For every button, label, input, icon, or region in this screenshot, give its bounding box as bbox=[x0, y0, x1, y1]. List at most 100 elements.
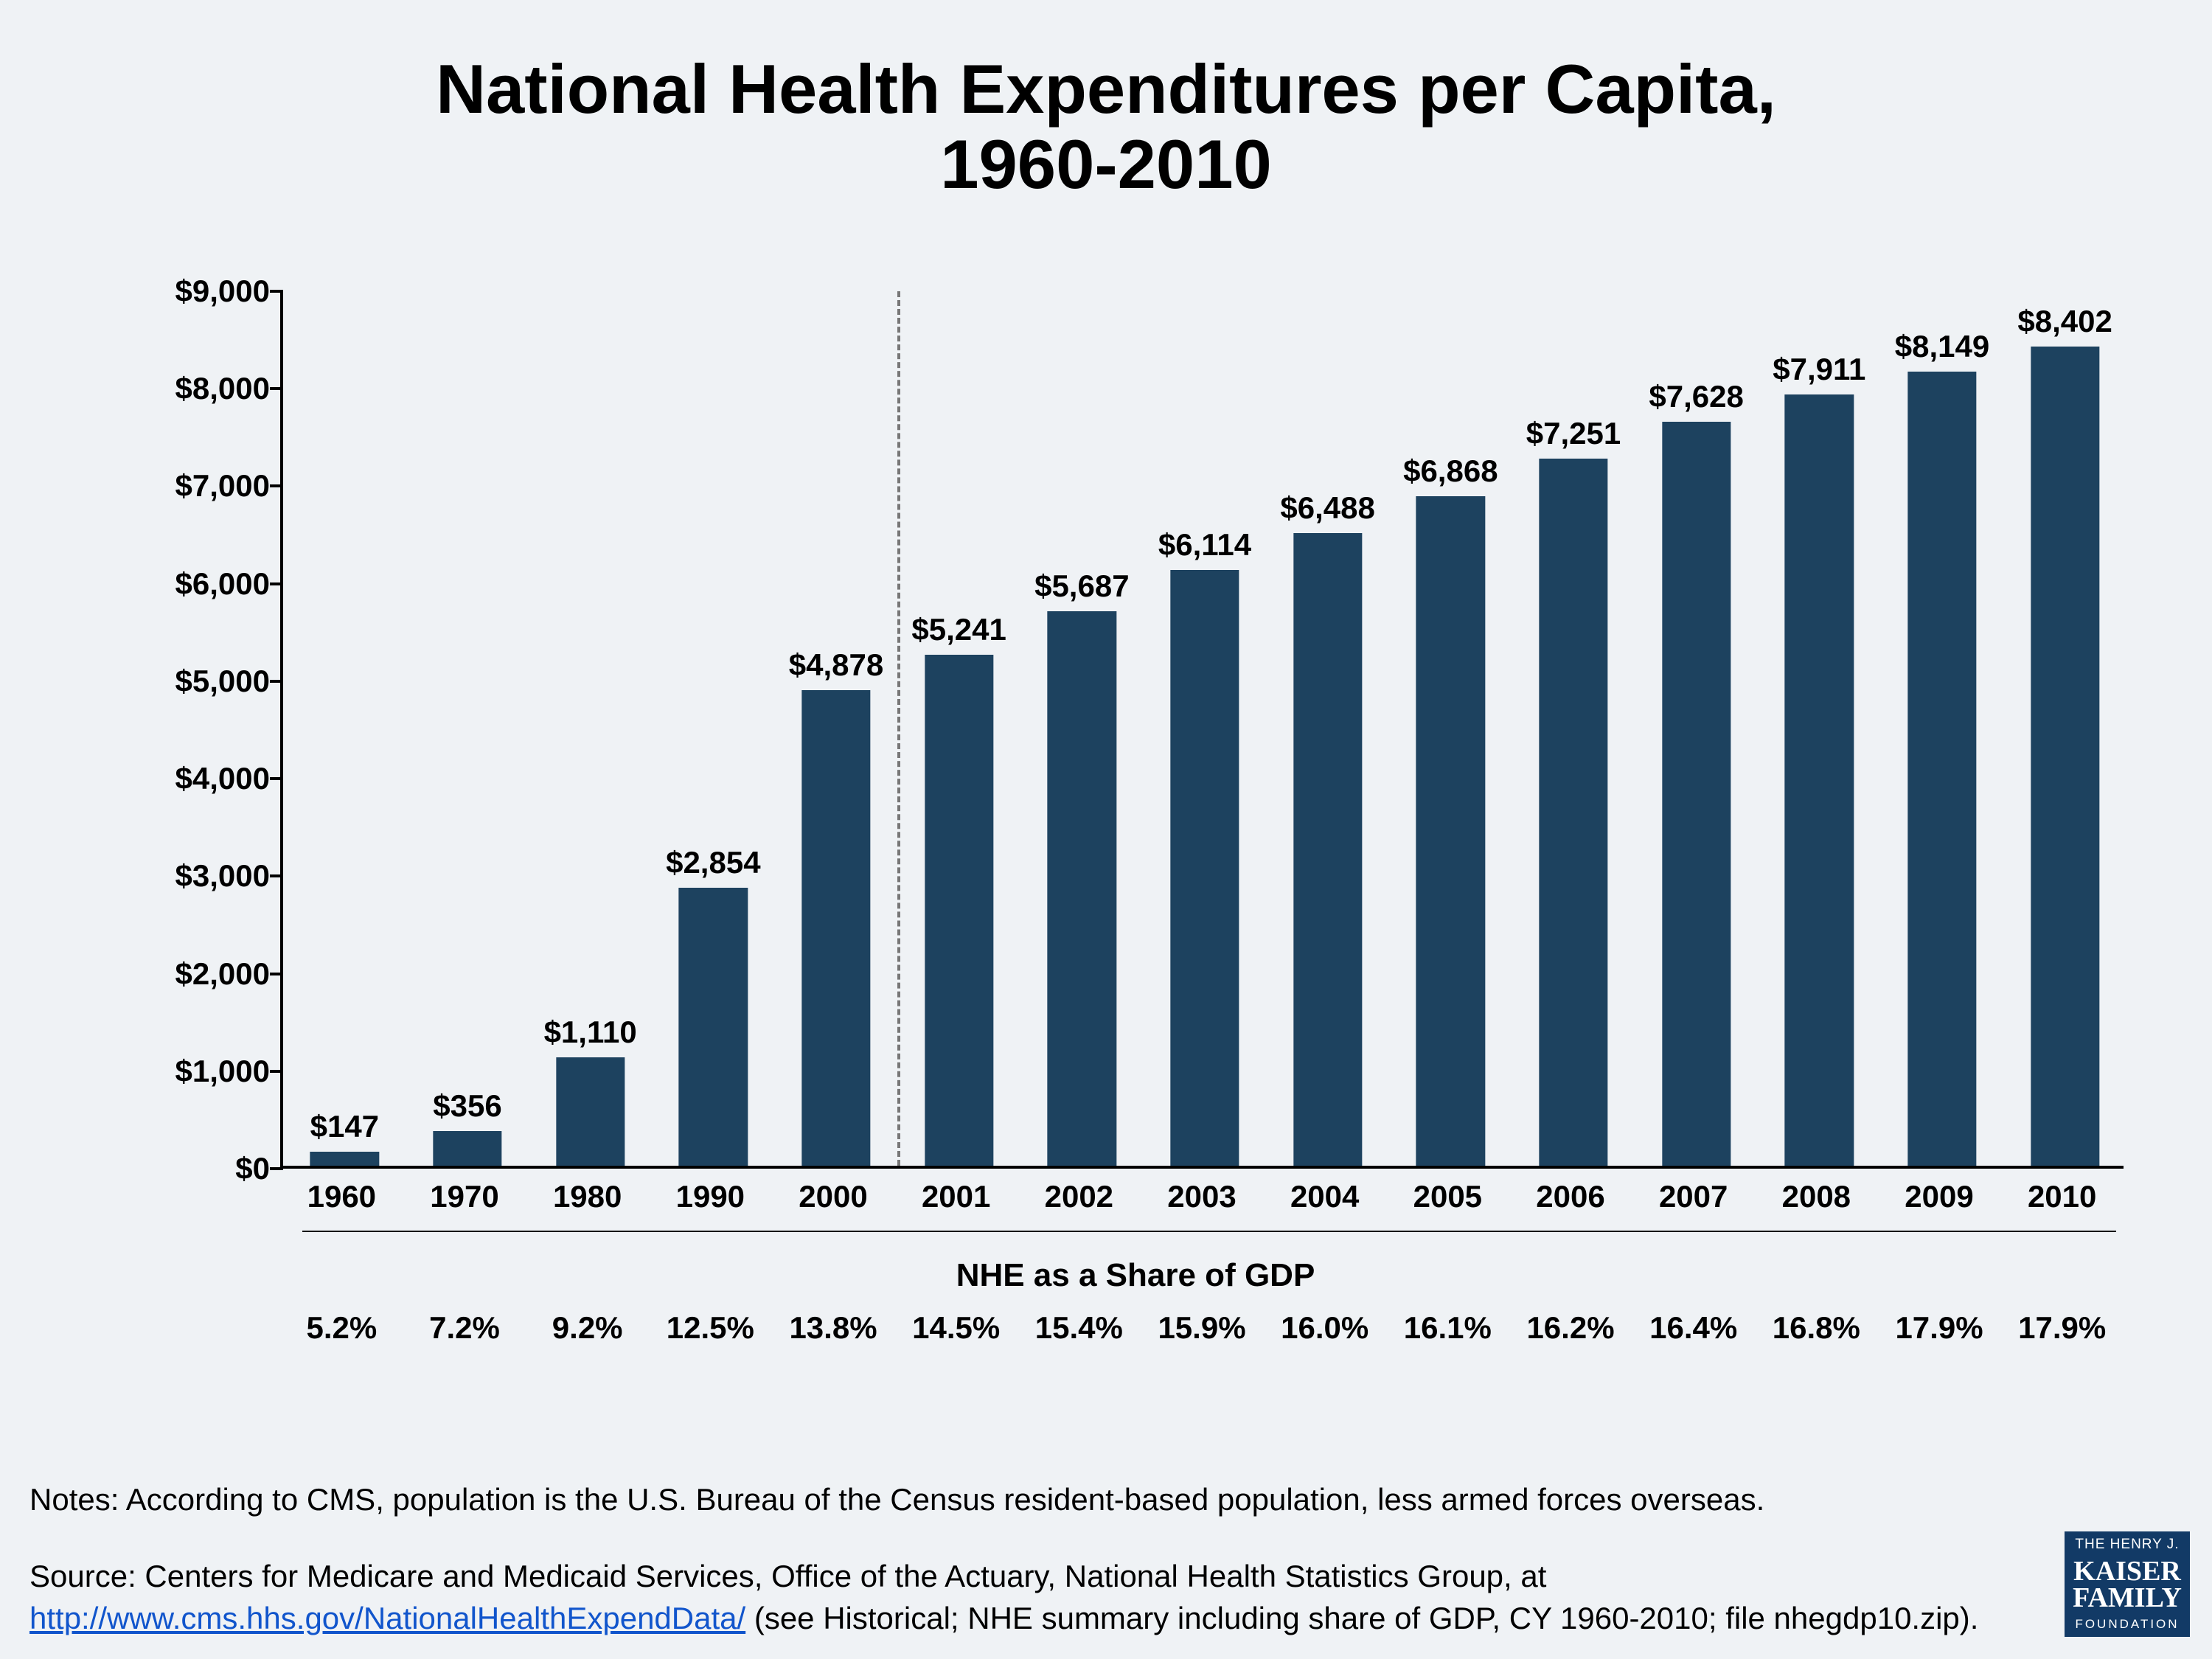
bar bbox=[925, 655, 993, 1166]
gdp-value: 17.9% bbox=[1895, 1310, 1983, 1346]
bar-slot: $7,911 bbox=[1758, 291, 1881, 1166]
bar-value-label: $5,687 bbox=[1034, 568, 1129, 604]
gdp-value: 12.5% bbox=[667, 1310, 754, 1346]
bar-value-label: $356 bbox=[433, 1088, 501, 1124]
y-tick-label: $9,000 bbox=[175, 274, 270, 309]
gdp-value: 7.2% bbox=[429, 1310, 500, 1346]
y-tick-label: $1,000 bbox=[175, 1054, 270, 1089]
gdp-value: 16.1% bbox=[1404, 1310, 1492, 1346]
x-axis-label: 2000 bbox=[799, 1179, 867, 1214]
bar bbox=[1170, 570, 1239, 1166]
bar-value-label: $6,114 bbox=[1158, 527, 1251, 563]
bar-value-label: $7,628 bbox=[1649, 379, 1743, 414]
bar-slot: $8,149 bbox=[1881, 291, 2004, 1166]
y-tick-label: $3,000 bbox=[175, 858, 270, 894]
gdp-value: 14.5% bbox=[912, 1310, 1000, 1346]
gdp-value: 9.2% bbox=[552, 1310, 623, 1346]
bar-slot: $8,402 bbox=[2003, 291, 2126, 1166]
bar bbox=[310, 1152, 379, 1166]
bar-slot: $5,241 bbox=[897, 291, 1020, 1166]
x-axis-label: 2005 bbox=[1413, 1179, 1482, 1214]
bar-slot: $7,251 bbox=[1512, 291, 1635, 1166]
x-axis-label: 2010 bbox=[2028, 1179, 2096, 1214]
bar-value-label: $147 bbox=[310, 1109, 379, 1144]
bar-value-label: $7,251 bbox=[1526, 416, 1621, 451]
bar-slot: $6,868 bbox=[1389, 291, 1512, 1166]
bar-slot: $7,628 bbox=[1635, 291, 1758, 1166]
bar-slot: $1,110 bbox=[529, 291, 652, 1166]
bar-value-label: $1,110 bbox=[544, 1015, 637, 1050]
source-link[interactable]: http://www.cms.hhs.gov/NationalHealthExp… bbox=[29, 1601, 745, 1635]
source-text: Source: Centers for Medicare and Medicai… bbox=[29, 1556, 2050, 1639]
bar-value-label: $6,868 bbox=[1403, 453, 1498, 489]
y-tick-mark bbox=[270, 777, 283, 780]
logo-line-1: THE HENRY J. bbox=[2065, 1531, 2190, 1557]
x-axis-label: 1960 bbox=[307, 1179, 376, 1214]
y-tick-mark bbox=[270, 874, 283, 877]
kaiser-logo: THE HENRY J. KAISERFAMILY FOUNDATION bbox=[2065, 1531, 2190, 1637]
y-tick-label: $8,000 bbox=[175, 371, 270, 406]
gdp-divider-line bbox=[302, 1231, 2116, 1232]
bar bbox=[1785, 394, 1854, 1166]
section-divider bbox=[897, 291, 900, 1166]
x-axis-label: 1980 bbox=[553, 1179, 622, 1214]
logo-line-3: FOUNDATION bbox=[2065, 1614, 2190, 1637]
y-tick-label: $6,000 bbox=[175, 566, 270, 602]
bar bbox=[1907, 372, 1976, 1166]
bar-slot: $356 bbox=[406, 291, 529, 1166]
x-axis-label: 1970 bbox=[430, 1179, 498, 1214]
source-prefix: Source: Centers for Medicare and Medicai… bbox=[29, 1559, 1546, 1593]
y-axis: $0$1,000$2,000$3,000$4,000$5,000$6,000$7… bbox=[133, 291, 280, 1257]
y-tick-mark bbox=[270, 484, 283, 487]
bar bbox=[801, 690, 870, 1166]
y-tick-mark bbox=[270, 582, 283, 585]
x-axis-label: 2001 bbox=[922, 1179, 990, 1214]
bar-value-label: $6,488 bbox=[1280, 490, 1374, 526]
bars-container: $147 $356 $1,110 $2,854 $4,878 $5,241 $5,687 $6… bbox=[283, 291, 2124, 1166]
x-axis-label: 2007 bbox=[1659, 1179, 1728, 1214]
y-tick-mark bbox=[270, 1167, 283, 1170]
y-tick-label: $2,000 bbox=[175, 956, 270, 992]
bar-value-label: $8,402 bbox=[2017, 304, 2112, 339]
x-axis-label: 2009 bbox=[1905, 1179, 1973, 1214]
x-axis-label: 2008 bbox=[1782, 1179, 1851, 1214]
chart-title: National Health Expenditures per Capita,… bbox=[0, 0, 2212, 201]
gdp-value: 15.9% bbox=[1158, 1310, 1245, 1346]
gdp-value: 16.2% bbox=[1526, 1310, 1614, 1346]
bar-value-label: $7,911 bbox=[1773, 352, 1865, 387]
bar bbox=[2031, 347, 2099, 1166]
bar-slot: $2,854 bbox=[652, 291, 775, 1166]
bar-slot: $6,488 bbox=[1266, 291, 1389, 1166]
y-tick-mark bbox=[270, 387, 283, 390]
y-tick-mark bbox=[270, 973, 283, 975]
bar bbox=[1416, 496, 1485, 1166]
x-axis-label: 2003 bbox=[1167, 1179, 1236, 1214]
bar bbox=[433, 1131, 501, 1166]
bar bbox=[556, 1057, 625, 1166]
bar-chart: $0$1,000$2,000$3,000$4,000$5,000$6,000$7… bbox=[133, 291, 2138, 1257]
x-axis-label: 2004 bbox=[1290, 1179, 1359, 1214]
bar-slot: $147 bbox=[283, 291, 406, 1166]
gdp-value: 16.4% bbox=[1649, 1310, 1737, 1346]
y-tick-label: $7,000 bbox=[175, 468, 270, 504]
y-tick-label: $5,000 bbox=[175, 664, 270, 699]
bar-value-label: $4,878 bbox=[789, 647, 883, 683]
y-tick-label: $4,000 bbox=[175, 761, 270, 796]
gdp-value: 5.2% bbox=[306, 1310, 377, 1346]
title-line-1: National Health Expenditures per Capita, bbox=[436, 50, 1776, 128]
notes-text: Notes: According to CMS, population is t… bbox=[29, 1482, 2020, 1517]
x-axis-label: 1990 bbox=[676, 1179, 745, 1214]
bar-slot: $5,687 bbox=[1020, 291, 1144, 1166]
source-suffix: (see Historical; NHE summary including s… bbox=[745, 1601, 1978, 1635]
title-line-2: 1960-2010 bbox=[940, 125, 1272, 203]
gdp-share-title: NHE as a Share of GDP bbox=[133, 1257, 2138, 1294]
bar bbox=[1048, 611, 1116, 1166]
bar-slot: $6,114 bbox=[1144, 291, 1267, 1166]
bar bbox=[1293, 533, 1362, 1166]
gdp-value: 16.8% bbox=[1773, 1310, 1860, 1346]
bar bbox=[679, 888, 748, 1166]
x-axis-label: 2002 bbox=[1045, 1179, 1113, 1214]
bar bbox=[1539, 459, 1607, 1166]
gdp-value: 17.9% bbox=[2018, 1310, 2106, 1346]
bar bbox=[1662, 422, 1731, 1166]
